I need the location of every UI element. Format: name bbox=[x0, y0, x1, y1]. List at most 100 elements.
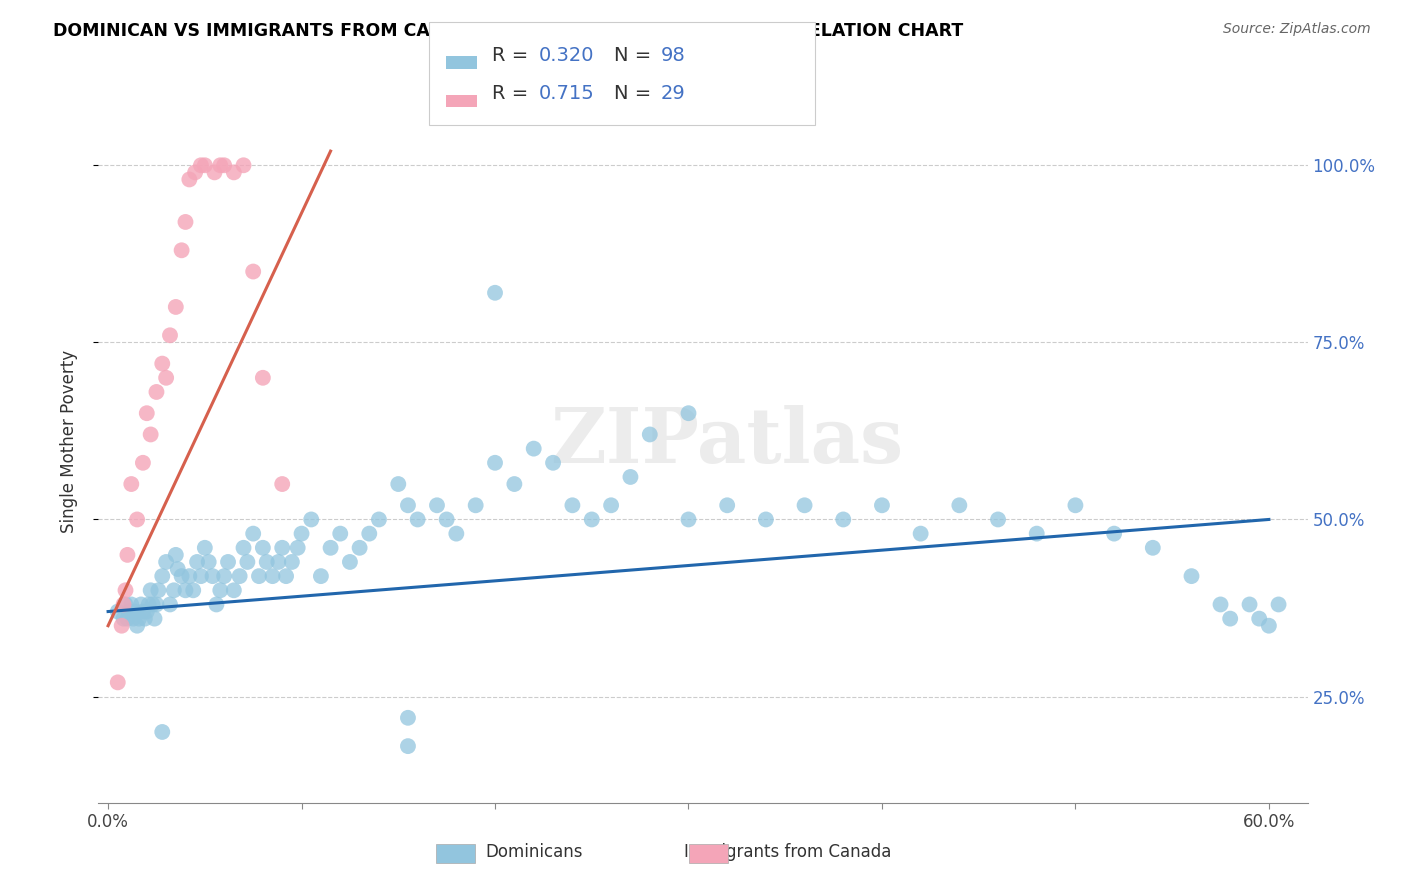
Y-axis label: Single Mother Poverty: Single Mother Poverty bbox=[59, 350, 77, 533]
Point bbox=[256, 555, 278, 569]
Point bbox=[142, 598, 165, 612]
Point bbox=[145, 598, 167, 612]
Point bbox=[287, 541, 309, 555]
Text: DOMINICAN VS IMMIGRANTS FROM CANADA SINGLE MOTHER POVERTY CORRELATION CHART: DOMINICAN VS IMMIGRANTS FROM CANADA SING… bbox=[53, 22, 963, 40]
Point bbox=[319, 541, 342, 555]
Point bbox=[209, 158, 232, 172]
Point bbox=[1267, 598, 1289, 612]
Point bbox=[129, 598, 152, 612]
Point bbox=[716, 498, 738, 512]
Point bbox=[124, 605, 146, 619]
Point bbox=[170, 244, 193, 258]
Point bbox=[232, 541, 254, 555]
Point bbox=[349, 541, 371, 555]
Point bbox=[309, 569, 332, 583]
Point bbox=[406, 512, 429, 526]
Point bbox=[252, 371, 274, 385]
Point bbox=[145, 384, 167, 399]
Point bbox=[194, 158, 217, 172]
Point bbox=[122, 612, 145, 626]
Text: R =: R = bbox=[492, 45, 534, 65]
Point bbox=[112, 612, 135, 626]
Point bbox=[359, 526, 381, 541]
Point bbox=[281, 555, 304, 569]
Point bbox=[262, 569, 284, 583]
Point bbox=[1209, 598, 1232, 612]
Point bbox=[150, 357, 173, 371]
Point bbox=[387, 477, 409, 491]
Point bbox=[426, 498, 449, 512]
Point bbox=[436, 512, 458, 526]
Point bbox=[138, 598, 160, 612]
Point bbox=[1257, 618, 1279, 632]
Point bbox=[114, 583, 136, 598]
Point bbox=[523, 442, 546, 456]
Text: 0.715: 0.715 bbox=[538, 84, 595, 103]
Point bbox=[368, 512, 391, 526]
Point bbox=[561, 498, 583, 512]
Point bbox=[581, 512, 603, 526]
Point bbox=[755, 512, 778, 526]
Point bbox=[127, 512, 149, 526]
Point bbox=[638, 427, 661, 442]
Point bbox=[484, 456, 506, 470]
Point bbox=[290, 526, 312, 541]
Point bbox=[135, 605, 157, 619]
Point bbox=[139, 427, 162, 442]
Point bbox=[396, 739, 419, 753]
Text: N =: N = bbox=[614, 45, 658, 65]
Point bbox=[179, 569, 201, 583]
Point bbox=[179, 172, 201, 186]
Point bbox=[1219, 612, 1241, 626]
Point bbox=[118, 605, 141, 619]
Point bbox=[1239, 598, 1261, 612]
Point bbox=[1142, 541, 1164, 555]
Point bbox=[232, 158, 254, 172]
Point bbox=[190, 569, 212, 583]
Point bbox=[117, 548, 139, 562]
Point bbox=[793, 498, 815, 512]
Point bbox=[1025, 526, 1047, 541]
Point bbox=[1180, 569, 1202, 583]
Point bbox=[274, 569, 297, 583]
Point bbox=[139, 583, 162, 598]
Point bbox=[197, 555, 219, 569]
Point bbox=[190, 158, 212, 172]
Point bbox=[150, 569, 173, 583]
Point bbox=[396, 498, 419, 512]
Point bbox=[503, 477, 526, 491]
Point bbox=[222, 583, 245, 598]
Point bbox=[222, 165, 245, 179]
Point bbox=[212, 158, 235, 172]
Point bbox=[247, 569, 270, 583]
Point bbox=[135, 406, 157, 420]
Point bbox=[155, 371, 177, 385]
Point bbox=[132, 456, 155, 470]
Point bbox=[446, 526, 468, 541]
Point bbox=[299, 512, 322, 526]
Point bbox=[120, 598, 142, 612]
Point bbox=[678, 406, 700, 420]
Point bbox=[464, 498, 486, 512]
Point bbox=[242, 526, 264, 541]
Point bbox=[148, 583, 170, 598]
Point bbox=[181, 583, 204, 598]
Point bbox=[600, 498, 623, 512]
Point bbox=[112, 598, 135, 612]
Point bbox=[132, 605, 155, 619]
Point bbox=[870, 498, 893, 512]
Point bbox=[159, 328, 181, 343]
Point bbox=[339, 555, 361, 569]
Text: Immigrants from Canada: Immigrants from Canada bbox=[683, 843, 891, 861]
Point bbox=[484, 285, 506, 300]
Point bbox=[1102, 526, 1125, 541]
Point bbox=[228, 569, 250, 583]
Point bbox=[127, 618, 149, 632]
Text: 0.320: 0.320 bbox=[538, 45, 593, 65]
Point bbox=[150, 725, 173, 739]
Point bbox=[678, 512, 700, 526]
Point bbox=[165, 300, 187, 314]
Point bbox=[186, 555, 208, 569]
Point bbox=[910, 526, 932, 541]
Text: R =: R = bbox=[492, 84, 534, 103]
